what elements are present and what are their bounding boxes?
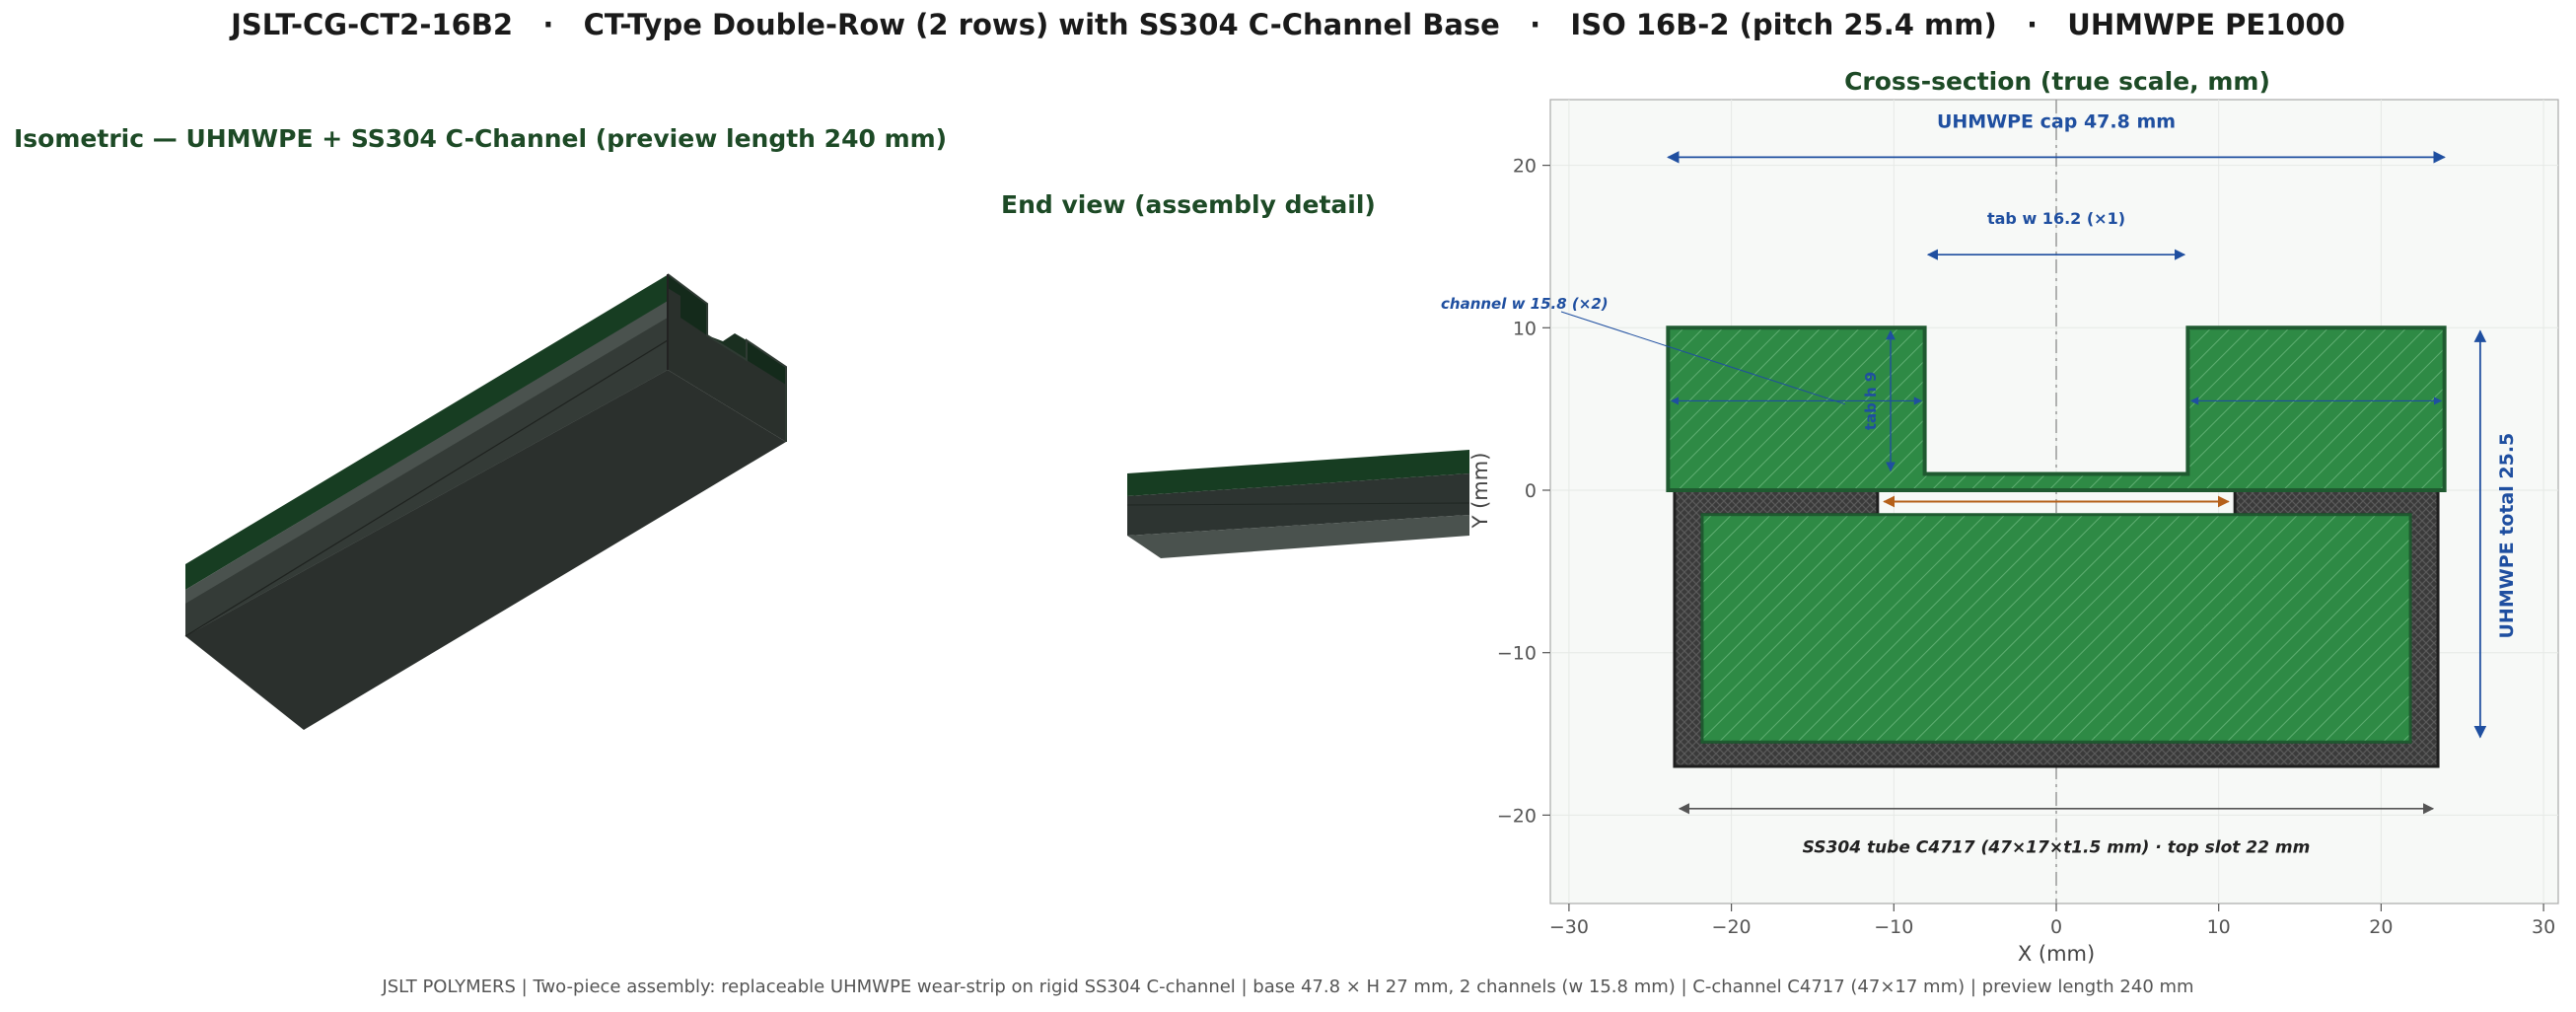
section-shapes bbox=[1666, 325, 2447, 768]
uhmwpe-inner-fill bbox=[1700, 513, 2412, 744]
iso-edge-line bbox=[184, 339, 669, 637]
x-tick-label: −30 bbox=[1549, 916, 1589, 938]
tube-label: SS304 tube C4717 (47×17×t1.5 mm) · top s… bbox=[1803, 837, 2311, 857]
footer-note: JSLT POLYMERS | Two-piece assembly: repl… bbox=[382, 976, 2194, 997]
cap-width-label: UHMWPE cap 47.8 mm bbox=[1937, 111, 2176, 133]
x-tick-label: 20 bbox=[2369, 916, 2393, 938]
cross-section-plot: −30 −20 −10 0 10 20 30 20 10 0 −10 −20 UHMWPE cap … bbox=[1441, 99, 2559, 966]
iso-base-front-face bbox=[185, 370, 786, 730]
y-tick-label: −10 bbox=[1497, 643, 1537, 665]
iso-top-strip bbox=[185, 274, 669, 590]
dimension-lines bbox=[1560, 151, 2487, 815]
cross-section-title: Cross-section (true scale, mm) bbox=[1844, 67, 2270, 96]
y-tick-label: 10 bbox=[1513, 318, 1537, 339]
x-axis-label: X (mm) bbox=[2018, 942, 2095, 966]
channel-width-label: channel w 15.8 (×2) bbox=[1441, 295, 1609, 313]
y-axis-label: Y (mm) bbox=[1468, 453, 1492, 530]
total-height-label: UHMWPE total 25.5 bbox=[2496, 433, 2518, 639]
iso-end-outline bbox=[667, 273, 787, 442]
main-title: JSLT-CG-CT2-16B2 · CT-Type Double-Row (2… bbox=[231, 8, 2345, 41]
end-view-top-strip bbox=[1127, 450, 1469, 496]
isometric-title: Isometric — UHMWPE + SS304 C-Channel (pr… bbox=[14, 124, 948, 153]
iso-end-rib-2 bbox=[747, 340, 786, 385]
y-tick-label: 0 bbox=[1525, 480, 1537, 502]
x-tick-label: 0 bbox=[2050, 916, 2062, 938]
end-view-base bbox=[1127, 515, 1469, 558]
isometric-view bbox=[184, 273, 787, 730]
x-tick-label: −10 bbox=[1874, 916, 1913, 938]
end-view bbox=[1126, 450, 1470, 558]
x-tick-label: −20 bbox=[1712, 916, 1752, 938]
y-tick-label: −20 bbox=[1497, 805, 1537, 827]
x-tick-label: 10 bbox=[2207, 916, 2231, 938]
end-view-title: End view (assembly detail) bbox=[1001, 190, 1376, 219]
y-tick-label: 20 bbox=[1513, 156, 1537, 178]
iso-top-highlight bbox=[185, 301, 668, 604]
channel-leader-line bbox=[1560, 311, 1846, 405]
end-view-edge bbox=[1126, 502, 1470, 506]
tab-height-label: tab h 9 bbox=[1862, 372, 1880, 431]
x-ticks: −30 −20 −10 0 10 20 30 bbox=[1549, 904, 2555, 938]
iso-end-rib-1 bbox=[668, 274, 707, 335]
y-ticks: 20 10 0 −10 −20 bbox=[1497, 156, 1550, 827]
uhmwpe-cap bbox=[1666, 325, 2447, 492]
x-tick-label: 30 bbox=[2532, 916, 2555, 938]
tab-width-label: tab w 16.2 (×1) bbox=[1987, 209, 2125, 228]
iso-lower-shade bbox=[185, 318, 668, 636]
